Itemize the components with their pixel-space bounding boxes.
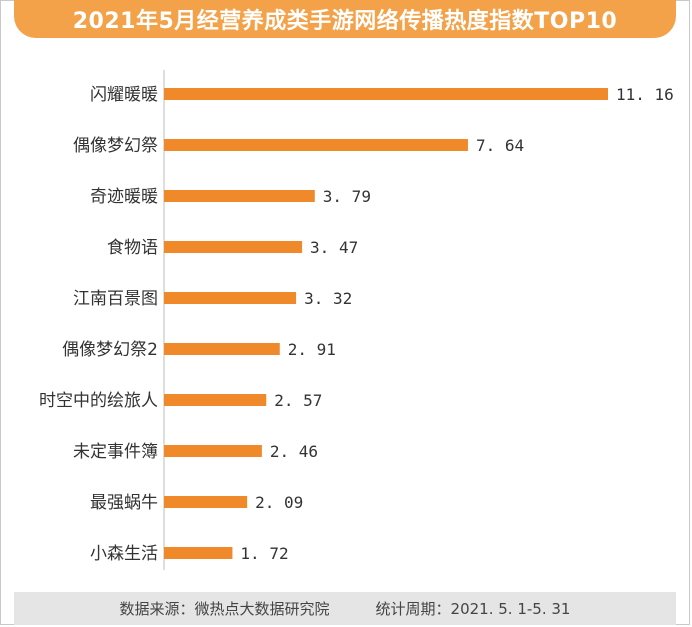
bar (164, 445, 262, 457)
value-label: 3. 32 (304, 289, 352, 308)
value-label: 2. 91 (288, 340, 336, 359)
bar (164, 496, 248, 508)
footer-bar: 数据来源：微热点大数据研究院 统计周期：2021. 5. 1-5. 31 (14, 592, 676, 625)
category-label: 小森生活 (90, 544, 158, 564)
chart-title: 2021年5月经营养成类手游网络传播热度指数TOP10 (72, 9, 618, 34)
bar (164, 547, 233, 559)
value-label: 2. 09 (255, 493, 303, 512)
value-label: 7. 64 (476, 136, 524, 155)
category-label: 闪耀暖暖 (90, 85, 158, 105)
bar (164, 241, 303, 253)
category-label: 最强蜗牛 (90, 493, 158, 513)
value-label: 1. 72 (240, 544, 288, 563)
bar (164, 139, 468, 151)
bar (164, 394, 267, 406)
bar (164, 292, 297, 304)
category-label: 江南百景图 (73, 289, 158, 309)
value-label: 11. 16 (616, 85, 674, 104)
data-source-text: 数据来源：微热点大数据研究院 (119, 600, 330, 618)
category-label: 偶像梦幻祭 (73, 136, 158, 156)
category-label: 未定事件簿 (73, 442, 158, 462)
category-label: 偶像梦幻祭2 (62, 340, 158, 360)
title-banner: 2021年5月经营养成类手游网络传播热度指数TOP10 (14, 0, 676, 38)
bar (164, 343, 280, 355)
bar (164, 190, 315, 202)
category-label: 食物语 (107, 238, 158, 258)
period-text: 统计周期：2021. 5. 1-5. 31 (375, 600, 571, 618)
category-label: 奇迹暖暖 (90, 187, 158, 207)
value-label: 3. 47 (310, 238, 358, 257)
value-label: 2. 57 (274, 391, 322, 410)
value-label: 3. 79 (323, 187, 371, 206)
bar (164, 88, 608, 100)
value-label: 2. 46 (270, 442, 318, 461)
category-label: 时空中的绘旅人 (39, 391, 158, 411)
